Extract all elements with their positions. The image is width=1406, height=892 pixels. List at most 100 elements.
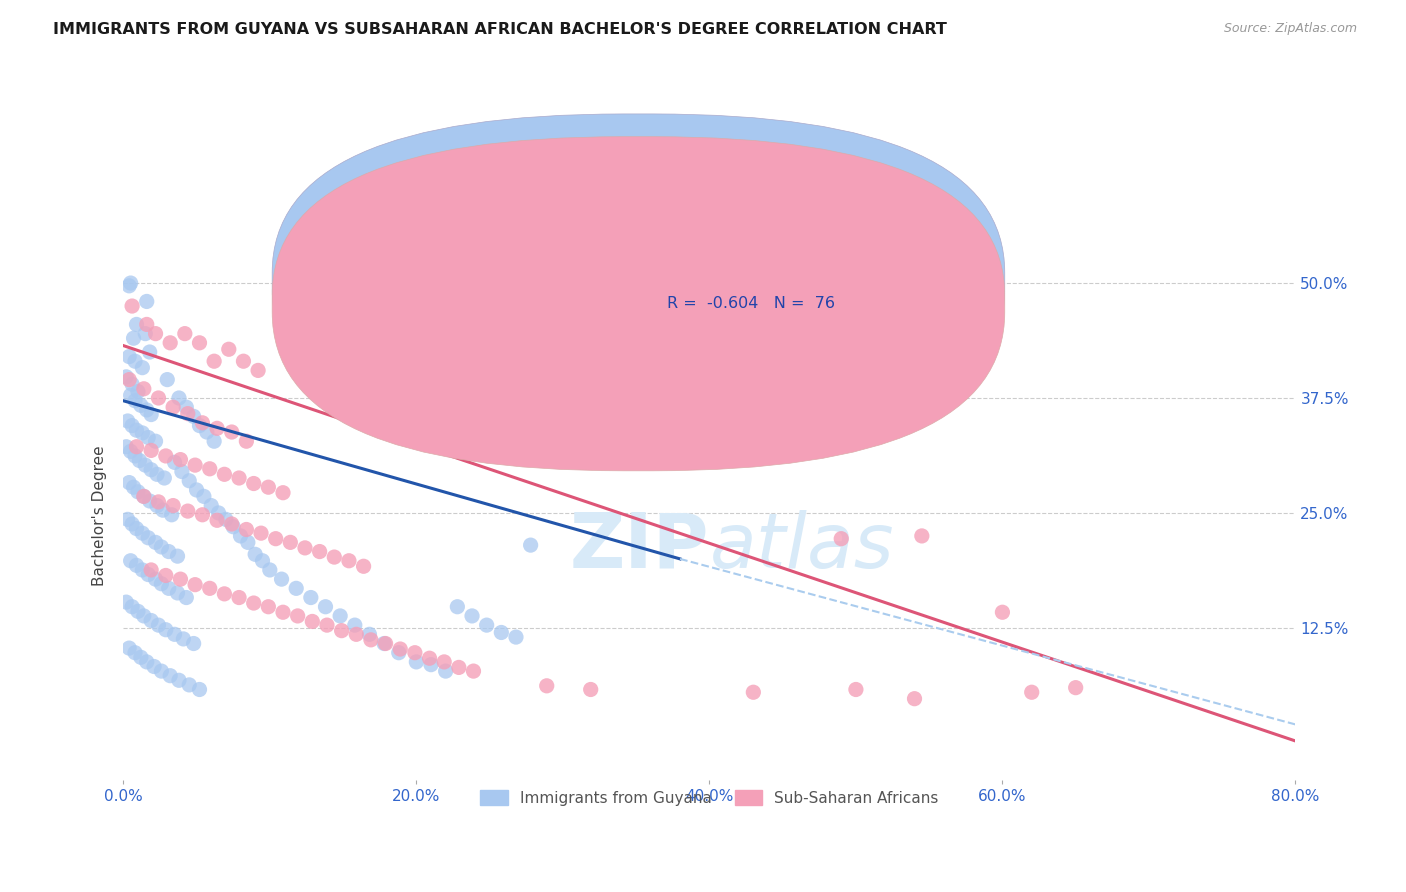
Point [157, 582, 180, 596]
Point [257, 480, 280, 494]
Point [278, 535, 301, 549]
Point [135, 403, 157, 417]
Point [536, 679, 558, 693]
Point [121, 299, 143, 313]
Point [191, 416, 214, 430]
Point [155, 623, 177, 637]
Point [191, 508, 214, 522]
Point [229, 529, 252, 543]
Point [176, 591, 198, 605]
Point [136, 431, 159, 445]
Point [115, 369, 138, 384]
Point [323, 550, 346, 565]
Point [264, 532, 287, 546]
Point [235, 434, 257, 449]
Point [115, 595, 138, 609]
Point [1021, 685, 1043, 699]
Point [146, 499, 169, 513]
Point [405, 655, 427, 669]
Point [389, 642, 412, 657]
Point [215, 512, 238, 526]
Point [160, 508, 183, 522]
Point [218, 343, 240, 357]
Point [125, 522, 148, 536]
Point [228, 591, 250, 605]
Point [117, 512, 139, 526]
Point [131, 425, 153, 440]
Point [250, 526, 273, 541]
Point [188, 418, 211, 433]
Point [903, 691, 925, 706]
Point [177, 504, 200, 518]
Point [163, 455, 186, 469]
Point [214, 587, 236, 601]
Point [491, 625, 513, 640]
Point [188, 335, 211, 350]
Point [132, 382, 155, 396]
Point [128, 453, 150, 467]
Point [118, 350, 141, 364]
Point [259, 563, 281, 577]
Point [129, 398, 152, 412]
Point [121, 418, 143, 433]
Point [117, 414, 139, 428]
Point [186, 483, 208, 497]
Point [136, 531, 159, 545]
Point [184, 577, 207, 591]
Point [202, 354, 225, 368]
Point [125, 440, 148, 454]
Point [198, 462, 221, 476]
Point [177, 407, 200, 421]
Point [205, 513, 228, 527]
Point [830, 532, 852, 546]
Point [125, 423, 148, 437]
Point [308, 544, 330, 558]
Point [143, 659, 166, 673]
Point [461, 609, 484, 624]
Point [169, 452, 191, 467]
Point [132, 489, 155, 503]
Point [446, 599, 468, 614]
FancyBboxPatch shape [273, 114, 1005, 448]
Point [157, 544, 180, 558]
Point [121, 599, 143, 614]
Point [205, 421, 228, 435]
Point [742, 685, 765, 699]
Point [359, 627, 381, 641]
Point [404, 646, 426, 660]
Point [373, 636, 395, 650]
Point [270, 572, 292, 586]
Point [125, 318, 148, 332]
Point [183, 636, 205, 650]
Text: R =  -0.604   N =  76: R = -0.604 N = 76 [668, 296, 835, 311]
Point [153, 471, 176, 485]
Point [159, 669, 181, 683]
Point [1064, 681, 1087, 695]
Point [163, 627, 186, 641]
Point [315, 599, 337, 614]
Point [118, 641, 141, 656]
Point [150, 664, 173, 678]
Point [132, 609, 155, 624]
Point [120, 276, 142, 290]
Point [124, 449, 146, 463]
Point [434, 664, 457, 678]
Point [221, 425, 243, 439]
Point [127, 384, 149, 399]
Point [139, 463, 162, 477]
Point [235, 523, 257, 537]
Point [167, 391, 190, 405]
Point [118, 373, 141, 387]
Point [115, 440, 138, 454]
Point [172, 632, 194, 646]
Point [329, 609, 352, 624]
Point [301, 615, 323, 629]
Point [121, 377, 143, 392]
Point [139, 614, 162, 628]
Point [433, 655, 456, 669]
Point [162, 499, 184, 513]
Point [139, 408, 162, 422]
Point [519, 538, 541, 552]
Point [271, 485, 294, 500]
Point [162, 400, 184, 414]
